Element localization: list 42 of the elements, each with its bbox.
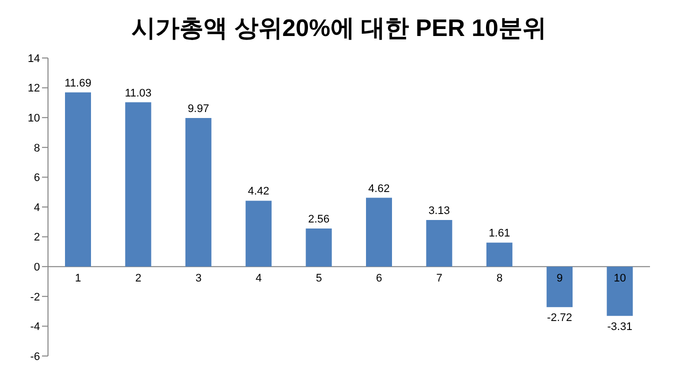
- y-tick-label: 6: [34, 172, 40, 184]
- x-tick-label: 7: [436, 272, 442, 285]
- bar: [546, 266, 573, 308]
- bar: [246, 200, 272, 267]
- data-label: 4.42: [248, 186, 270, 198]
- x-tick-label: 8: [496, 272, 503, 285]
- x-tick-label: 1: [75, 272, 82, 285]
- x-tick-label: 2: [135, 272, 142, 285]
- y-tick-label: -2: [30, 291, 40, 304]
- bar: [426, 220, 452, 267]
- data-label: 4.62: [368, 182, 390, 195]
- data-label: -3.31: [607, 320, 632, 333]
- y-tick-label: -4: [30, 321, 40, 334]
- data-label: 11.03: [124, 87, 152, 100]
- x-tick-label: 3: [195, 272, 202, 285]
- x-tick-label: 9: [556, 272, 563, 285]
- bar: [185, 118, 212, 267]
- data-label: 11.69: [64, 77, 92, 90]
- chart-title: 시가총액 상위20%에 대한 PER 10분위: [130, 14, 548, 44]
- y-tick-label: 8: [34, 142, 40, 154]
- data-label: 3.13: [428, 204, 450, 217]
- bar: [486, 242, 512, 267]
- y-tick-label: 2: [34, 232, 40, 244]
- y-tick-label: 14: [28, 52, 40, 65]
- x-tick-label: 6: [376, 272, 382, 285]
- x-tick-label: 5: [316, 272, 322, 285]
- bar: [65, 92, 91, 267]
- x-tick-label: 4: [256, 272, 262, 285]
- data-label: -2.72: [547, 312, 572, 324]
- bar: [366, 198, 392, 267]
- data-label: 2.56: [308, 213, 330, 226]
- y-tick-label: 4: [34, 202, 40, 214]
- x-tick-label: 10: [614, 272, 626, 285]
- data-label: 9.97: [188, 103, 210, 116]
- y-tick-label: -6: [30, 350, 40, 363]
- data-label: 1.61: [488, 228, 510, 240]
- y-tick-label: 10: [28, 112, 40, 125]
- y-tick-label: 12: [28, 82, 40, 95]
- bar: [125, 102, 152, 267]
- bar: [606, 266, 633, 316]
- y-tick-label: 0: [34, 262, 40, 274]
- bar: [306, 228, 332, 267]
